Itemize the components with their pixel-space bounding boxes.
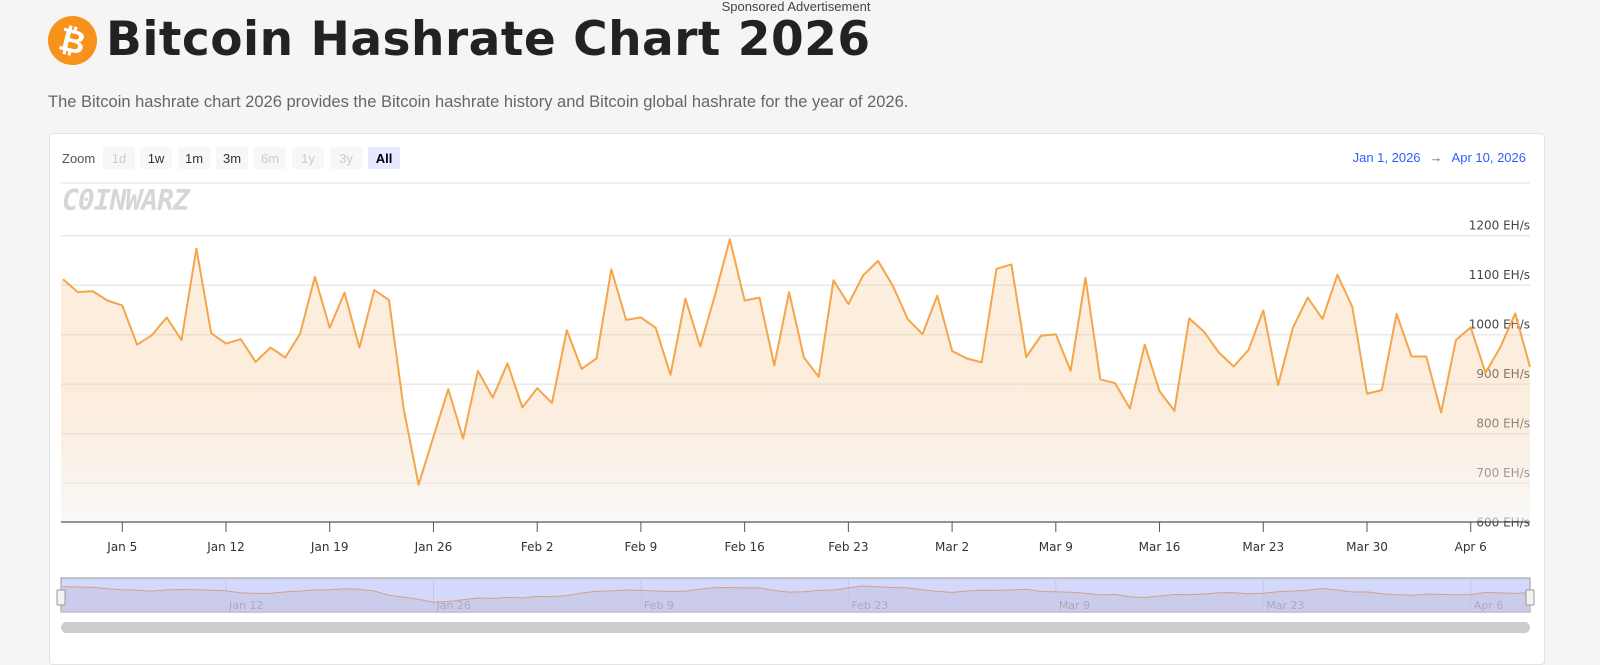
x-tick-label: Feb 16 [724,540,764,554]
x-tick-label: Feb 2 [521,540,554,554]
x-tick-label: Feb 23 [828,540,868,554]
navigator-handle-left[interactable] [57,590,65,605]
hashrate-area [61,239,1530,521]
x-tick-label: Mar 30 [1346,540,1388,554]
navigator-scrollbar[interactable] [61,622,1530,633]
x-tick-label: Mar 23 [1242,540,1284,554]
x-tick-label: Apr 6 [1455,540,1487,554]
navigator-handle-right[interactable] [1526,590,1534,605]
x-tick-label: Mar 9 [1039,540,1073,554]
y-tick-label: 1000 EH/s [1469,318,1530,332]
y-tick-label: 1200 EH/s [1469,219,1530,233]
x-tick-label: Mar 16 [1139,540,1181,554]
y-tick-label: 1100 EH/s [1469,268,1530,282]
x-tick-label: Feb 9 [625,540,658,554]
x-tick-label: Jan 5 [106,540,137,554]
x-tick-label: Mar 2 [935,540,969,554]
x-tick-label: Jan 19 [310,540,349,554]
x-tick-label: Jan 26 [414,540,453,554]
x-tick-label: Jan 12 [206,540,245,554]
